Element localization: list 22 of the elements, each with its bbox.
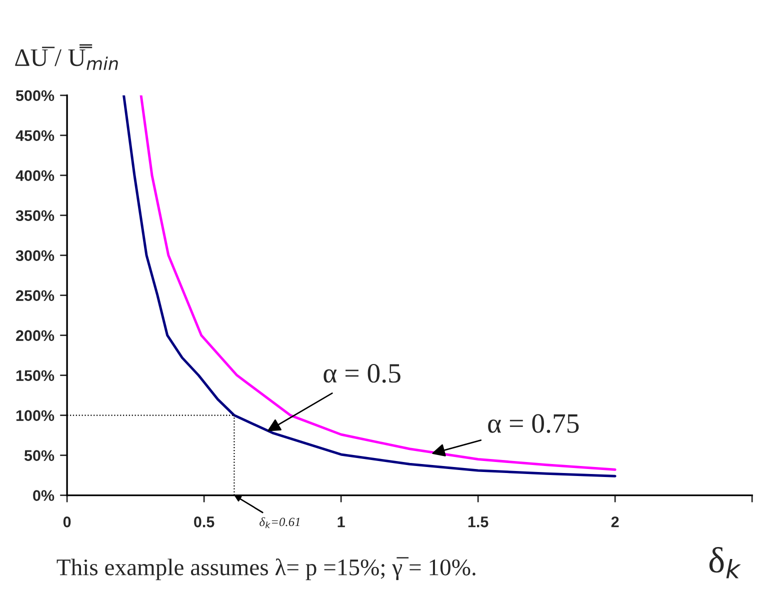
x-tick-label: 2 [611,516,619,528]
x-tick-label: 0 [63,516,71,528]
text: This example assumes λ= p =15%; γ̅ = 10%. [56,557,476,580]
y-tick-label: 350% [16,210,54,222]
x-tick-label: 1 [338,516,345,528]
y-tick-label: 0% [33,490,54,501]
y-axis-title: ΔU̅ / U̿$_{min}$ [15,44,118,70]
y-tick-label: 400% [16,170,54,182]
x-tick-label: 0.5 [194,516,214,528]
annotation: α = 0.5 [324,364,400,383]
annotation: δ$_{k}$=0.61 [260,517,300,528]
y-tick-label: 300% [16,250,54,262]
x-axis-title: δ$_{k}$ [709,547,741,578]
y-tick-label: 250% [16,290,54,302]
y-tick-label: 200% [16,330,54,341]
y-tick-label: 50% [24,450,54,461]
x-tick-label: 1.5 [468,516,488,528]
y-tick-label: 500% [16,90,54,102]
y-tick-label: 150% [16,370,54,381]
y-tick-label: 450% [16,130,54,142]
y-tick-label: 100% [16,410,54,421]
annotation: α = 0.75 [488,414,579,433]
